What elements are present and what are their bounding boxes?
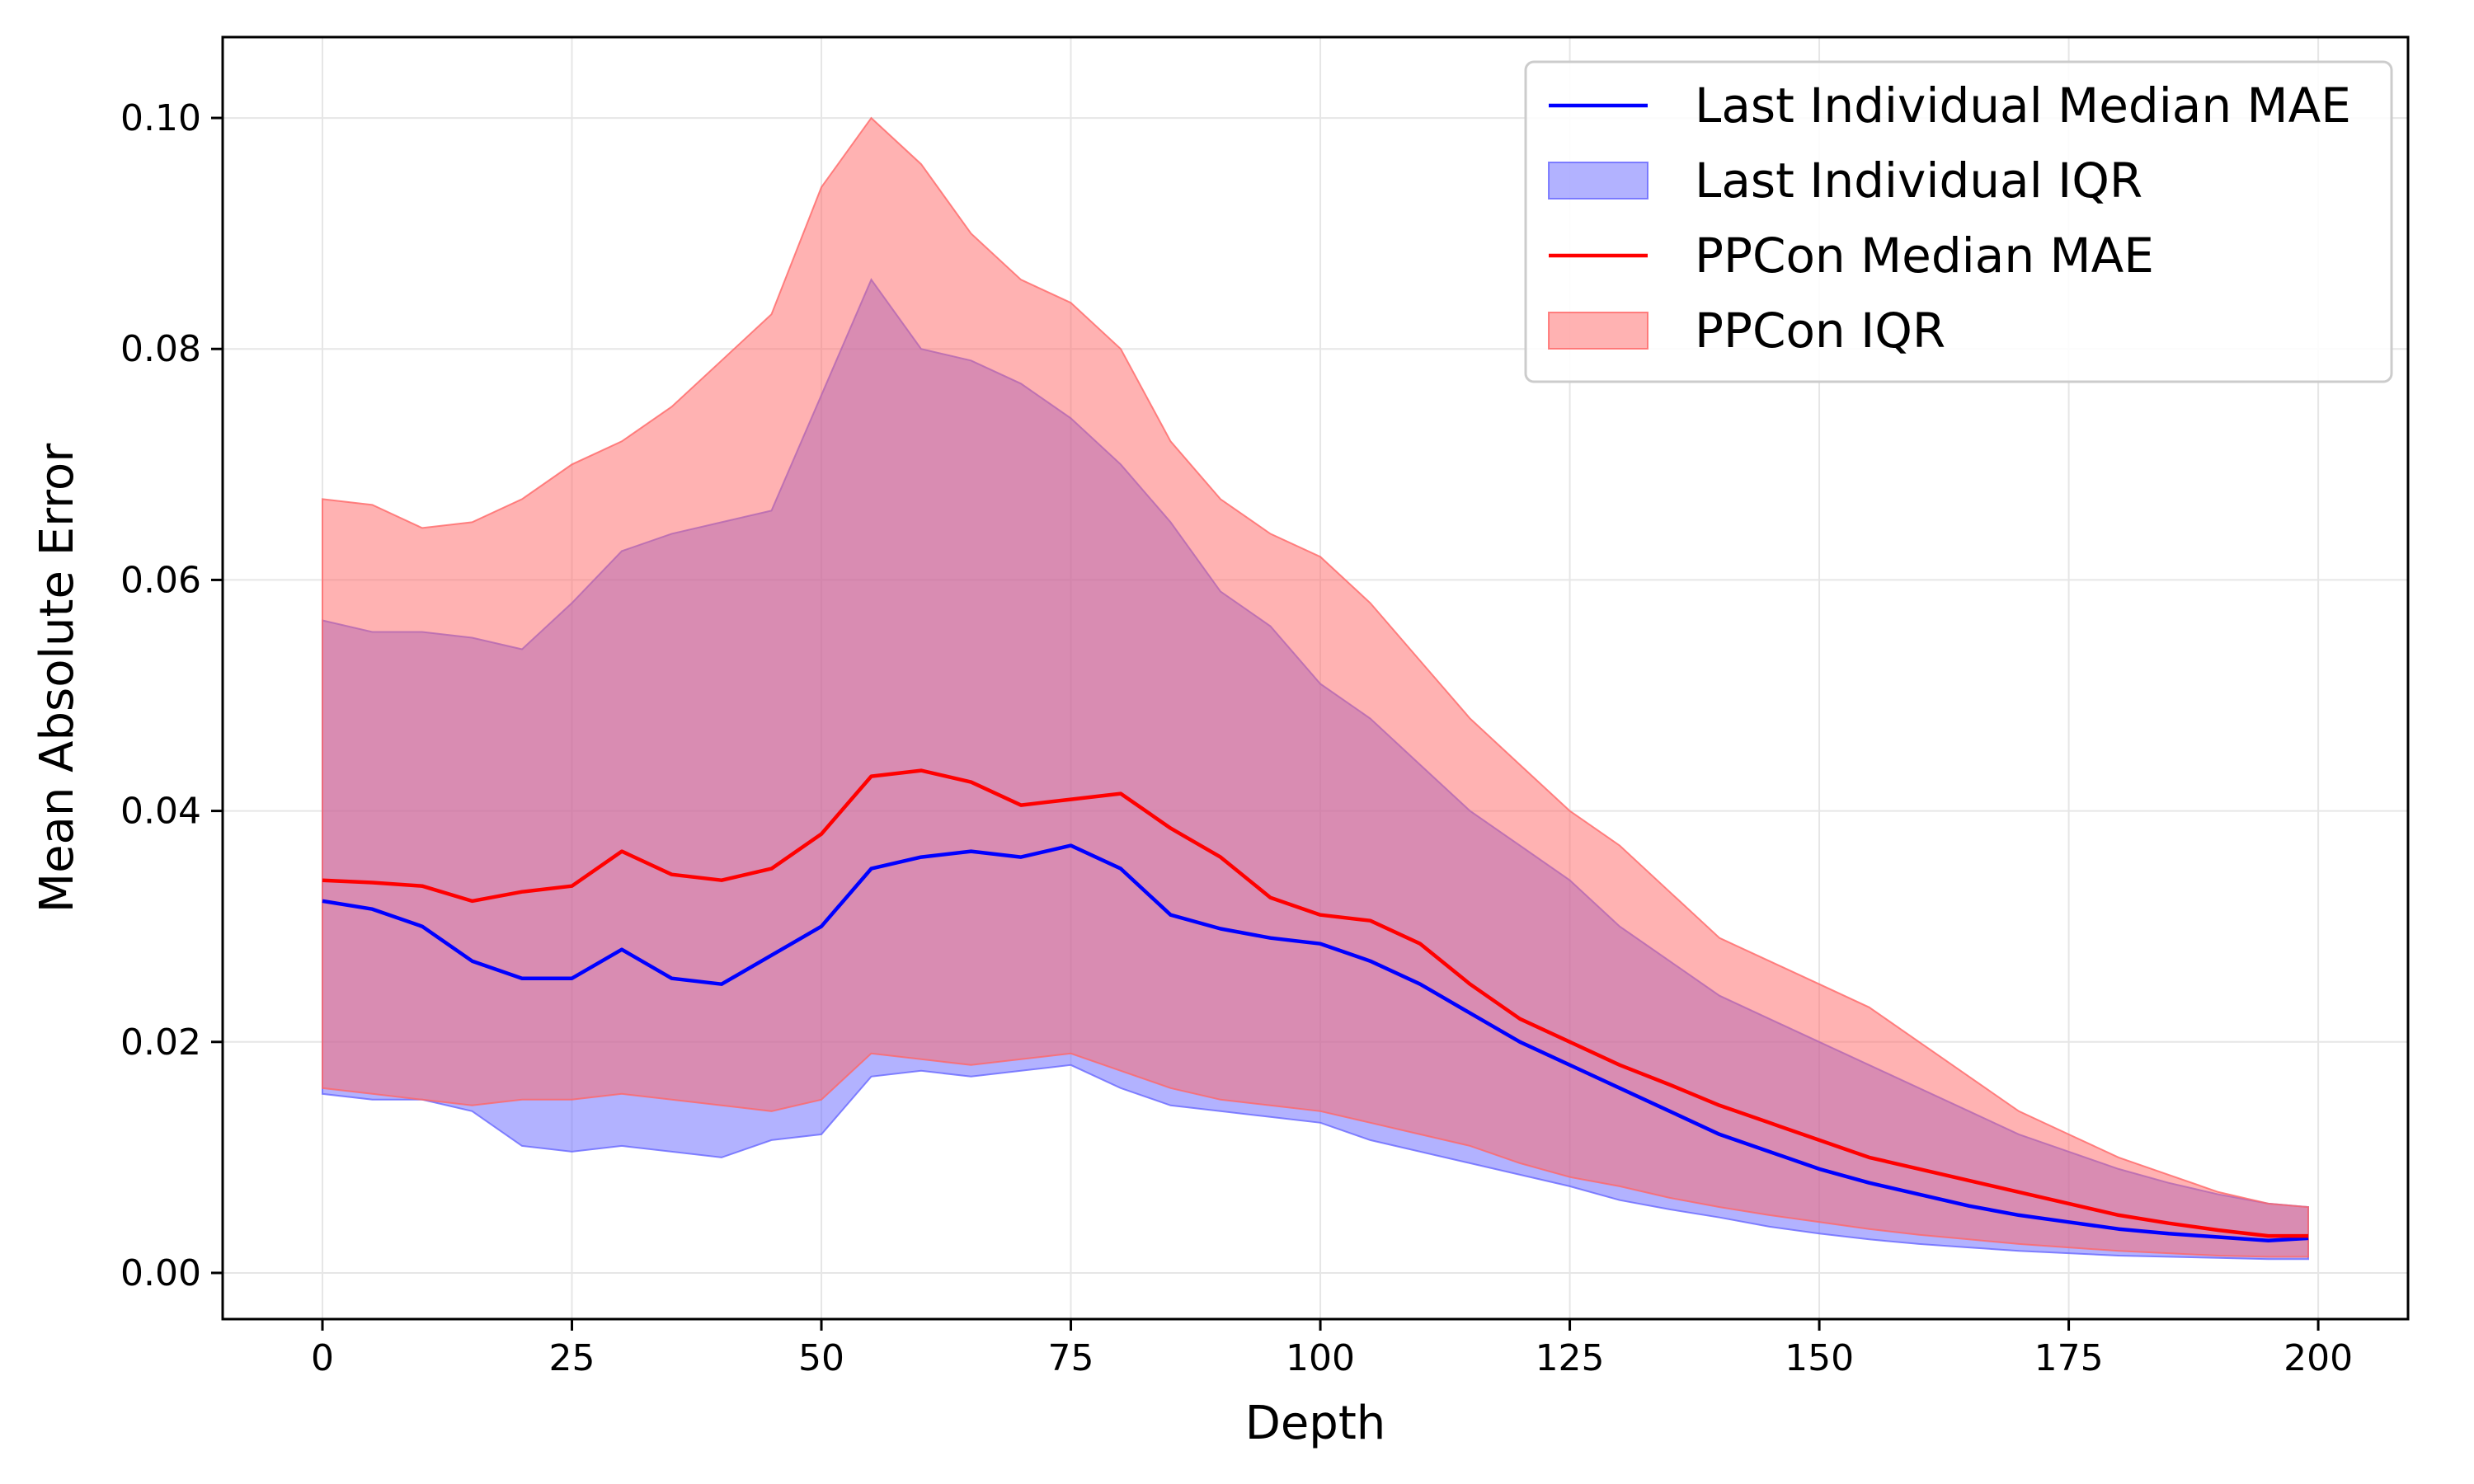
y-tick-label: 0.04	[120, 791, 201, 833]
x-tick-label: 175	[2034, 1337, 2104, 1379]
x-axis-ticks: 0 25 50 75 100 125 150 175 200	[311, 1319, 2353, 1379]
plot-frame	[221, 35, 2410, 1321]
legend-box	[1524, 60, 2393, 383]
x-tick-label: 200	[2284, 1337, 2353, 1379]
legend-label-last-individual-iqr: Last Individual IQR	[1695, 153, 2142, 209]
x-axis-title: Depth	[1245, 1397, 1386, 1450]
legend-swatch-ppcon-iqr	[1548, 312, 1649, 350]
y-tick-label: 0.02	[120, 1021, 201, 1064]
ppcon-median-mae-line	[322, 768, 2308, 1238]
x-tick-label: 25	[549, 1337, 595, 1379]
legend-swatch-last-individual-iqr	[1548, 162, 1649, 200]
y-axis-title: Mean Absolute Error	[31, 443, 84, 913]
y-tick-label: 0.10	[120, 97, 201, 139]
legend: Last Individual Median MAE Last Individua…	[1524, 60, 2393, 383]
x-tick-label: 75	[1048, 1337, 1094, 1379]
legend-label-last-individual-median-mae: Last Individual Median MAE	[1695, 77, 2351, 134]
legend-label-ppcon-iqr: PPCon IQR	[1695, 303, 1945, 359]
x-tick-label: 50	[798, 1337, 844, 1379]
y-tick-label: 0.06	[120, 559, 201, 601]
x-tick-label: 125	[1536, 1337, 1605, 1379]
last-individual-median-mae-line	[322, 843, 2309, 1242]
median-lines	[322, 768, 2309, 1242]
legend-label-ppcon-median-mae: PPCon Median MAE	[1695, 228, 2154, 284]
ppcon-iqr-band	[322, 116, 2309, 1258]
y-tick-label: 0.00	[120, 1252, 201, 1294]
x-tick-label: 0	[311, 1337, 334, 1379]
y-axis-ticks: 0.00 0.02 0.04 0.06 0.08 0.10	[120, 97, 223, 1294]
x-tick-label: 150	[1785, 1337, 1854, 1379]
x-tick-label: 100	[1286, 1337, 1355, 1379]
y-tick-label: 0.08	[120, 328, 201, 370]
iqr-bands	[322, 116, 2309, 1261]
